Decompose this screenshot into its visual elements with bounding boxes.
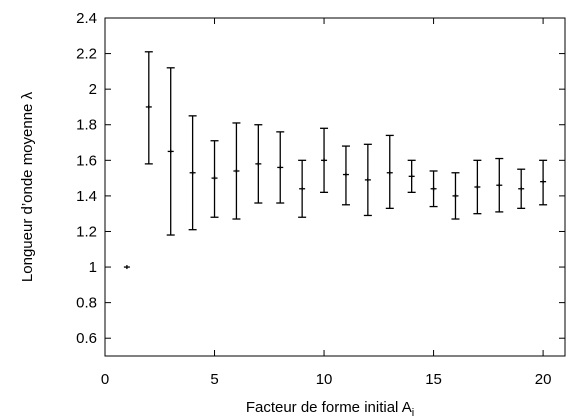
data-point	[189, 116, 197, 230]
data-point	[517, 169, 525, 208]
y-axis-label: Longueur d’onde moyenne λ	[19, 91, 36, 282]
y-axis: 0.6 0.8 1 1.2 1.4 1.6 1.8 2 2.2 2.4	[76, 10, 565, 347]
y-tick-label: 2	[89, 81, 97, 98]
data-point	[495, 159, 503, 212]
y-tick-label: 2.4	[76, 10, 97, 27]
data-point	[167, 68, 175, 235]
data-point	[232, 123, 240, 219]
x-axis-label: Facteur de forme initial Ai	[246, 399, 414, 416]
data-point	[320, 128, 328, 192]
data-point	[451, 173, 459, 219]
plot-frame	[105, 18, 565, 356]
x-axis: 0 5 10 15 20	[101, 18, 552, 388]
data-point	[211, 141, 219, 217]
y-tick-label: 0.8	[76, 295, 97, 312]
y-tick-label: 0.6	[76, 330, 97, 347]
data-point	[386, 135, 394, 208]
data-point	[430, 171, 438, 207]
data-point	[298, 160, 306, 217]
data-point	[473, 160, 481, 213]
data-point	[408, 160, 416, 192]
x-tick-label: 15	[425, 371, 442, 388]
x-tick-label: 0	[101, 371, 109, 388]
y-tick-label: 1	[89, 259, 97, 276]
data-series	[124, 52, 547, 269]
y-tick-label: 1.2	[76, 223, 97, 240]
data-point	[342, 146, 350, 205]
y-tick-label: 2.2	[76, 46, 97, 63]
data-point	[539, 160, 547, 204]
x-axis-label-main: Facteur de forme initial A	[246, 399, 412, 416]
x-tick-label: 5	[210, 371, 218, 388]
data-point	[124, 265, 130, 269]
x-tick-label: 10	[316, 371, 333, 388]
data-point	[254, 125, 262, 203]
x-tick-label: 20	[535, 371, 552, 388]
y-tick-label: 1.6	[76, 152, 97, 169]
data-point	[145, 52, 153, 164]
y-tick-label: 1.4	[76, 188, 97, 205]
data-point	[276, 132, 284, 203]
y-tick-label: 1.8	[76, 117, 97, 134]
x-axis-label-subscript: i	[412, 407, 414, 416]
data-point	[364, 144, 372, 215]
